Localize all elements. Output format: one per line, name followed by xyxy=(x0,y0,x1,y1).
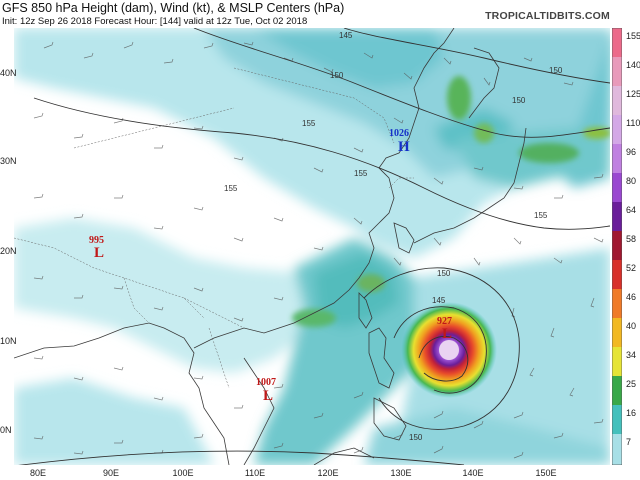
colorbar-label: 96 xyxy=(626,147,637,157)
lon-label: 150E xyxy=(535,468,557,478)
lon-label: 130E xyxy=(390,468,412,478)
contour-label: 145 xyxy=(432,296,446,305)
low-pressure-marker: L xyxy=(94,245,104,261)
lon-label: 110E xyxy=(244,468,266,478)
colorbar-label: 16 xyxy=(626,408,637,418)
colorbar-label: 125 xyxy=(626,89,640,99)
site-brand: TROPICALTIDBITS.COM xyxy=(485,10,610,22)
colorbar-label: 7 xyxy=(626,437,632,447)
map-canvas: 145 150 150 155 155 155 155 150 145 150 … xyxy=(14,28,610,465)
low-pressure-value: 1007 xyxy=(256,377,276,388)
lon-label: 100E xyxy=(172,468,194,478)
contour-label: 155 xyxy=(302,119,316,128)
colorbar-label: 52 xyxy=(626,263,637,273)
wind-jet-streaks xyxy=(292,76,610,327)
lat-label: 10N xyxy=(0,336,17,346)
typhoon-pressure-value: 927 xyxy=(437,316,452,327)
contour-label: 150 xyxy=(549,66,563,75)
colorbar-label: 46 xyxy=(626,292,637,302)
lon-label: 140E xyxy=(462,468,484,478)
colorbar-label: 34 xyxy=(626,350,637,360)
lon-label: 80E xyxy=(29,468,47,478)
coastlines xyxy=(14,28,527,465)
pressure-centers: 1026 H 995 L 1007 L 927 L xyxy=(89,128,452,404)
colorbar-label: 140 xyxy=(626,60,640,70)
map-title: GFS 850 hPa Height (dam), Wind (kt), & M… xyxy=(2,1,345,15)
low-pressure-value: 995 xyxy=(89,235,104,246)
colorbar-label: 80 xyxy=(626,176,637,186)
lat-label: 40N xyxy=(0,68,17,78)
lon-label: 90E xyxy=(102,468,120,478)
colorbar-label: 58 xyxy=(626,234,637,244)
colorbar-label: 40 xyxy=(626,321,637,331)
map-subtitle: Init: 12z Sep 26 2018 Forecast Hour: [14… xyxy=(2,16,308,27)
lon-label: 120E xyxy=(317,468,339,478)
wind-speed-shading xyxy=(14,28,610,465)
lat-label: 20N xyxy=(0,246,17,256)
high-pressure-marker: H xyxy=(398,139,410,155)
wind-colorbar xyxy=(612,28,622,465)
country-borders xyxy=(14,67,414,389)
lat-label: 0N xyxy=(0,425,12,435)
height-contours xyxy=(18,28,610,465)
map-panel: 145 150 150 155 155 155 155 150 145 150 … xyxy=(14,28,610,465)
typhoon-pressure-marker: L xyxy=(442,326,452,342)
wind-barbs xyxy=(33,41,604,459)
contour-label: 155 xyxy=(534,211,548,220)
high-pressure-value: 1026 xyxy=(389,128,409,139)
contour-label: 145 xyxy=(339,31,353,40)
contour-label: 150 xyxy=(437,269,451,278)
contour-label: 150 xyxy=(512,96,526,105)
lat-label: 30N xyxy=(0,156,17,166)
contour-label: 150 xyxy=(330,71,344,80)
low-pressure-marker: L xyxy=(263,388,273,404)
contour-label: 155 xyxy=(224,184,238,193)
colorbar-label: 110 xyxy=(626,118,640,128)
colorbar-label: 64 xyxy=(626,205,637,215)
colorbar-label: 25 xyxy=(626,379,637,389)
contour-labels: 145 150 150 155 155 155 155 150 145 150 … xyxy=(224,31,563,442)
colorbar-label: 155 xyxy=(626,31,640,41)
contour-label: 155 xyxy=(354,169,368,178)
contour-label: 150 xyxy=(409,433,423,442)
